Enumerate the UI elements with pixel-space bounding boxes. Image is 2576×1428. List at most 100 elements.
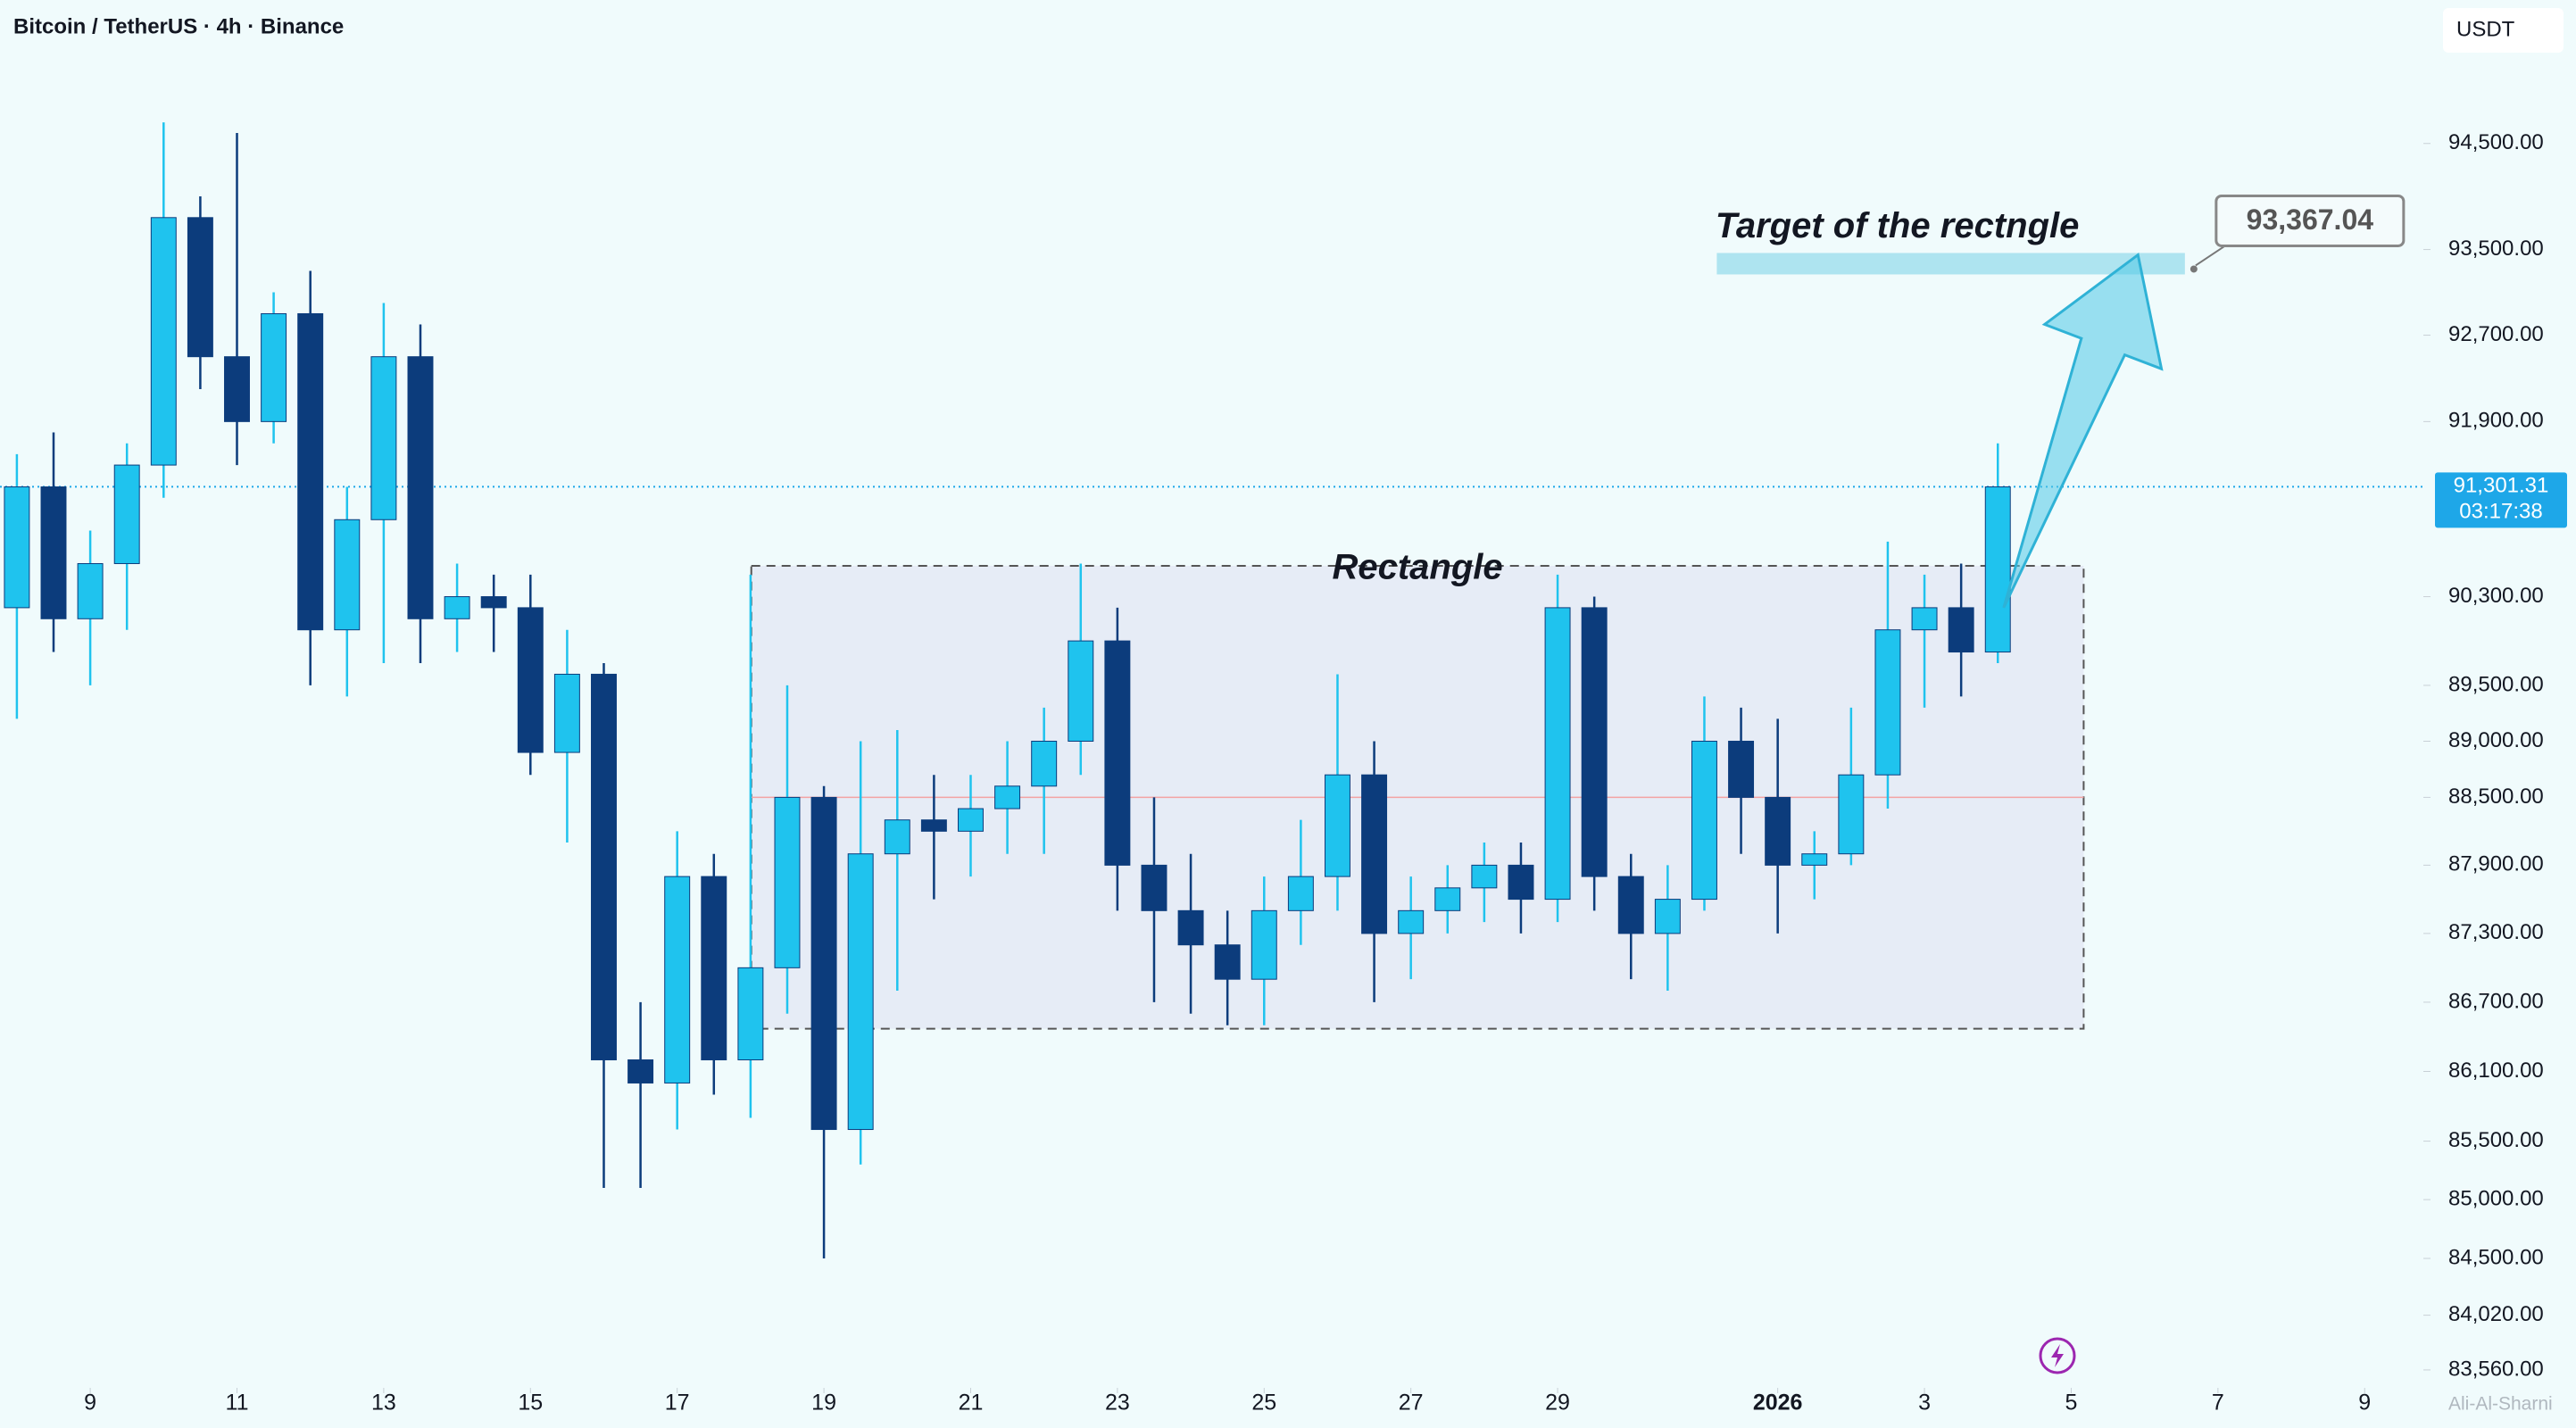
- candle-body: [920, 819, 947, 832]
- y-tick-label: 85,500.00: [2448, 1128, 2544, 1152]
- bolt-icon[interactable]: [2039, 1337, 2076, 1374]
- candle-body: [591, 673, 617, 1061]
- candle-body: [1287, 876, 1314, 911]
- candle-body: [1324, 774, 1350, 877]
- candle-body: [1104, 640, 1131, 866]
- candle-body: [701, 876, 727, 1061]
- candle-body: [40, 486, 67, 619]
- candle-body: [847, 853, 874, 1131]
- candle-body: [1361, 774, 1388, 934]
- x-tick-label: 25: [1251, 1391, 1276, 1416]
- candle-body: [1471, 864, 1498, 889]
- candle-body: [1434, 887, 1461, 911]
- y-tick-label: 84,020.00: [2448, 1302, 2544, 1326]
- candle-body: [1251, 909, 1277, 980]
- y-tick-label: 83,560.00: [2448, 1357, 2544, 1381]
- y-tick-label: 90,300.00: [2448, 584, 2544, 608]
- bolt-circle[interactable]: [2039, 1337, 2076, 1374]
- target-point: [2190, 265, 2198, 273]
- x-tick-label: 2026: [1753, 1391, 1803, 1416]
- y-tick-label: 91,900.00: [2448, 409, 2544, 433]
- x-tick-label: 17: [665, 1391, 690, 1416]
- candle-body: [1141, 864, 1168, 911]
- candle-body: [77, 562, 104, 619]
- candle-body: [1801, 853, 1828, 866]
- y-tick-label: 86,700.00: [2448, 989, 2544, 1013]
- last-price-tag: [2435, 472, 2567, 528]
- candle-body: [1948, 607, 1974, 653]
- y-tick-label: 86,100.00: [2448, 1059, 2544, 1083]
- x-tick-label: 7: [2212, 1391, 2224, 1416]
- candle-body: [1691, 740, 1717, 901]
- x-tick-label: 29: [1545, 1391, 1570, 1416]
- candle-body: [224, 356, 250, 422]
- chart-title: Bitcoin / TetherUS · 4h · Binance: [13, 14, 344, 38]
- y-tick-label: 88,500.00: [2448, 785, 2544, 809]
- candle-body: [664, 876, 691, 1083]
- candle-body: [1654, 899, 1681, 934]
- x-tick-label: 21: [959, 1391, 984, 1416]
- y-tick-label: 89,500.00: [2448, 672, 2544, 696]
- candle-body: [810, 796, 837, 1131]
- candle-body: [1508, 864, 1534, 901]
- candle-body: [1398, 909, 1425, 934]
- candle-body: [261, 312, 287, 422]
- x-tick-label: 9: [2358, 1391, 2371, 1416]
- candle-body: [480, 596, 507, 609]
- candle-body: [150, 217, 177, 466]
- candle-body: [113, 464, 140, 564]
- target-value: 93,367.04: [2247, 203, 2374, 236]
- y-tick-label: 94,500.00: [2448, 130, 2544, 154]
- candle-body: [737, 967, 764, 1061]
- candle-body: [1617, 876, 1644, 934]
- candle-body: [1765, 796, 1791, 866]
- candle-body: [407, 356, 434, 619]
- candle-body: [1911, 607, 1938, 631]
- x-tick-label: 9: [84, 1391, 96, 1416]
- y-tick-label: 87,300.00: [2448, 920, 2544, 944]
- candle-body: [627, 1059, 654, 1083]
- candle-body: [4, 486, 30, 609]
- watermark: Ali-Al-Sharni: [2448, 1394, 2553, 1415]
- x-tick-label: 11: [226, 1391, 249, 1416]
- candle-body: [1874, 629, 1901, 776]
- candle-body: [553, 673, 580, 753]
- y-tick-label: 85,000.00: [2448, 1186, 2544, 1210]
- candle-body: [994, 785, 1021, 809]
- bolt[interactable]: [2051, 1344, 2064, 1367]
- candle-body: [1214, 944, 1241, 980]
- candle-body: [958, 808, 984, 832]
- countdown: 03:17:38: [2459, 500, 2542, 524]
- candle-body: [1984, 486, 2011, 653]
- target-value-box: [2215, 194, 2406, 247]
- candle-body: [444, 596, 470, 619]
- candle-body: [1728, 740, 1755, 798]
- rectangle-label: Rectangle: [1332, 548, 1502, 587]
- candle-body: [1581, 607, 1608, 877]
- y-tick-label: 89,000.00: [2448, 728, 2544, 752]
- y-tick-label: 93,500.00: [2448, 237, 2544, 261]
- target-label: Target of the rectngle: [1716, 206, 2079, 245]
- y-tick-label: 92,700.00: [2448, 322, 2544, 346]
- x-tick-label: 13: [371, 1391, 396, 1416]
- currency-box[interactable]: [2443, 8, 2564, 53]
- candle-body: [884, 819, 910, 855]
- last-price-label: 91,301.31: [2454, 474, 2549, 498]
- y-tick-label: 84,500.00: [2448, 1245, 2544, 1269]
- x-tick-label: 19: [811, 1391, 836, 1416]
- x-tick-label: 23: [1105, 1391, 1130, 1416]
- y-tick-label: 87,900.00: [2448, 852, 2544, 876]
- candle-body: [1544, 607, 1571, 901]
- candle-body: [370, 356, 397, 520]
- target-band: [1716, 253, 2185, 275]
- candle-body: [1031, 740, 1058, 787]
- target-arrow: [2002, 252, 2164, 609]
- currency[interactable]: USDT: [2456, 17, 2515, 41]
- x-tick-label: 3: [1918, 1391, 1931, 1416]
- x-tick-label: 15: [518, 1391, 543, 1416]
- candle-body: [774, 796, 801, 968]
- candle-body: [517, 607, 544, 753]
- candle-body: [1838, 774, 1865, 855]
